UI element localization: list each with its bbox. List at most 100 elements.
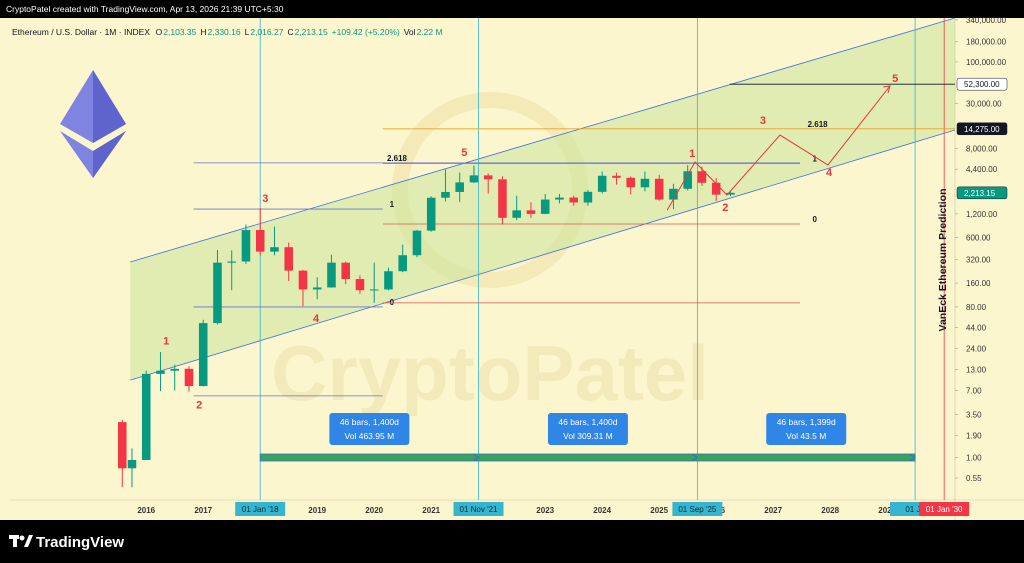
candle-body	[540, 199, 550, 214]
range-volume: Vol 309.31 M	[563, 431, 613, 441]
candle-body	[198, 323, 208, 387]
candle-body	[441, 191, 450, 198]
candle-body	[555, 197, 564, 200]
date-range-arrow	[473, 454, 480, 461]
price-label: 52,300.00	[964, 80, 1000, 89]
marker-label: 01 Jan '30	[926, 505, 963, 514]
watermark: CryptoPatel	[271, 329, 709, 417]
x-tick-label: 2019	[308, 506, 326, 515]
wave-label: 4	[826, 167, 833, 179]
brand-logo	[9, 535, 33, 547]
change: +109.42 (+5.20%)	[331, 27, 400, 37]
y-tick-label: 1.90	[966, 431, 982, 440]
candle-body	[298, 270, 308, 290]
y-tick-label: 13.00	[966, 365, 987, 374]
fib-label: 1	[813, 154, 818, 163]
candle-body	[412, 230, 422, 256]
y-tick-label: 100,000.00	[966, 58, 1007, 67]
channel-line	[130, 18, 955, 263]
y-tick-label: 160.00	[966, 279, 991, 288]
fib-label: 1	[390, 200, 395, 209]
marker-label: 01 Nov '21	[460, 505, 499, 514]
ohlc-key: C	[287, 27, 294, 37]
y-tick-label: 340,000.00	[966, 16, 1007, 25]
price-label: 14,275.00	[964, 125, 1000, 134]
wave-label: 4	[313, 313, 320, 325]
candle-body	[118, 422, 127, 469]
range-bars: 46 bars, 1,400d	[558, 417, 617, 427]
candle-body	[483, 175, 493, 180]
candle-body	[398, 255, 407, 272]
wave-label: 1	[163, 336, 169, 348]
x-tick-label: 2024	[593, 506, 611, 515]
x-tick-label: 2020	[365, 506, 383, 515]
fib-label: 2.618	[808, 120, 829, 129]
date-range-arrow	[909, 454, 917, 461]
wave-label: 2	[196, 399, 202, 411]
candle-body	[455, 182, 464, 192]
candle-body	[597, 175, 607, 192]
date-range-arrow	[692, 454, 699, 461]
ohlc-value: 2,016.27	[250, 27, 284, 37]
wave-label: 2	[722, 202, 728, 214]
range-volume: Vol 463.95 M	[345, 431, 395, 441]
price-label-box	[956, 186, 1008, 200]
date-range-bar	[259, 453, 916, 462]
price-label-box	[956, 122, 1008, 136]
y-tick-label: 180,000.00	[966, 38, 1007, 47]
ohlc-key: O	[155, 27, 163, 37]
header-bar	[0, 0, 1024, 18]
y-tick-label: 24.00	[966, 344, 987, 353]
y-tick-label: 3.50	[966, 410, 982, 419]
y-tick-label: 1.00	[966, 453, 982, 462]
candle-body	[184, 368, 194, 387]
header-text: CryptoPatel created with TradingView.com…	[6, 4, 284, 14]
symbol: Ethereum / U.S. Dollar · 1M · INDEX	[12, 27, 150, 37]
x-tick-label: 2028	[821, 506, 839, 515]
marker-label-box	[235, 502, 286, 516]
price-label-box	[956, 77, 1008, 91]
overlay: 46 bars, 1,400d Vol 463.95 M 46 bars, 1,40…	[137, 16, 1008, 516]
ohlc-value: 2,103.35	[163, 27, 197, 37]
wave-label: 1	[689, 148, 695, 160]
candle-body	[669, 188, 678, 200]
y-tick-label: 7.00	[966, 387, 982, 396]
y-tick-label: 0.55	[966, 474, 982, 483]
marker-label-box	[672, 502, 723, 516]
y-tick-label: 44.00	[966, 323, 987, 332]
candle-body	[170, 368, 179, 371]
range-box	[766, 413, 847, 445]
y-tick-label: 600.00	[966, 234, 991, 243]
candle-body	[583, 191, 593, 203]
candle-body	[726, 192, 735, 195]
range-box	[547, 413, 628, 445]
volume-key: Vol	[403, 27, 416, 37]
x-tick-label: 2017	[194, 506, 212, 515]
plot-area: CryptoPatel 2.618 1 0 2.618 1 0 1 2 3 4 5 1 2 3 4 5	[118, 18, 955, 500]
candle-body	[241, 230, 251, 262]
x-tick-label: 2025	[650, 506, 668, 515]
candle-body	[711, 182, 721, 195]
marker-label-box	[919, 502, 970, 516]
candle-body	[156, 370, 165, 374]
candle-body	[498, 179, 507, 218]
candle-body	[341, 262, 350, 280]
projection-path	[666, 85, 891, 211]
x-tick-label: 2023	[536, 506, 554, 515]
candle-body	[141, 373, 151, 460]
range-box	[329, 413, 410, 445]
candle-body	[270, 247, 279, 252]
candle-body	[654, 178, 664, 200]
brand: TradingView	[36, 534, 124, 551]
footer-bar	[0, 520, 1024, 563]
y-tick-label: 4,400.00	[966, 165, 998, 174]
candle-body	[612, 175, 621, 178]
candle-body	[569, 197, 578, 203]
candle-body	[526, 210, 536, 214]
ohlc-key: H	[200, 27, 207, 37]
candle-body	[312, 287, 322, 290]
candle-body	[697, 171, 707, 183]
ohlc-key: L	[244, 27, 250, 37]
